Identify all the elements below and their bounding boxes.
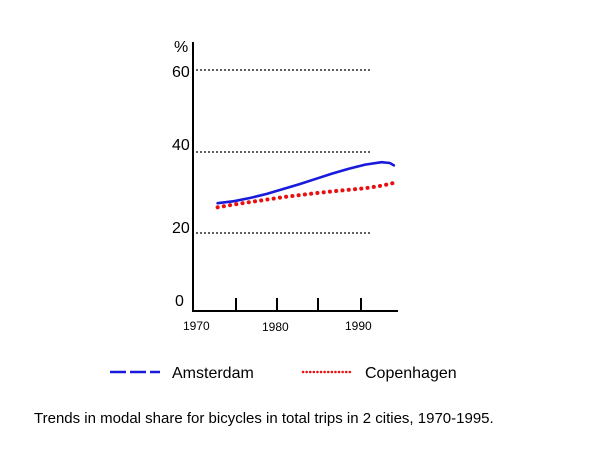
y-tick-label-0: 0 — [175, 293, 184, 310]
legend-label-amsterdam: Amsterdam — [172, 365, 254, 382]
y-axis-unit-label: % — [174, 39, 188, 56]
y-tick-label-40: 40 — [172, 137, 190, 154]
x-tick-label-1990: 1990 — [345, 319, 372, 333]
x-tick-label-1970: 1970 — [183, 319, 210, 333]
chart-caption: Trends in modal share for bicycles in to… — [34, 410, 494, 427]
y-tick-label-20: 20 — [172, 220, 190, 237]
series-line-copenhagen — [215, 180, 396, 210]
x-tick-label-1980: 1980 — [262, 320, 289, 334]
series-line-amsterdam — [216, 160, 396, 205]
legend-label-copenhagen: Copenhagen — [365, 365, 457, 382]
y-tick-label-60: 60 — [172, 64, 190, 81]
